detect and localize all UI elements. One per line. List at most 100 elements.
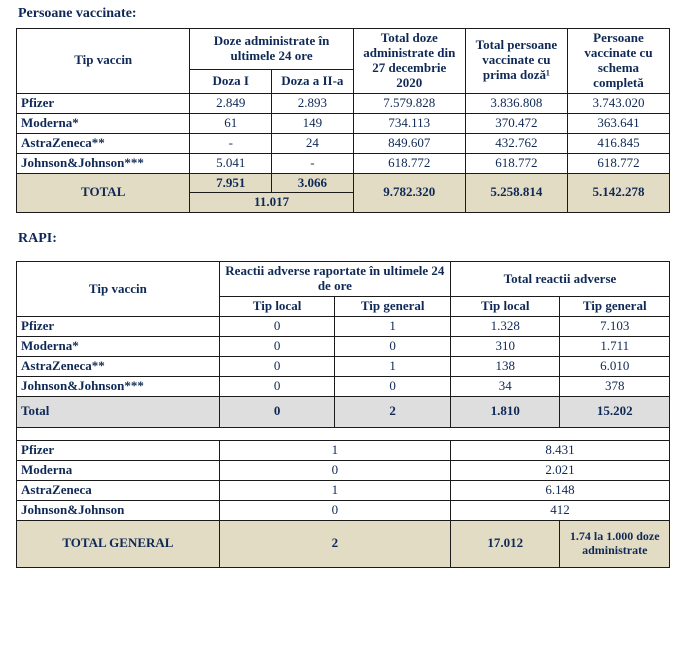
rapi-table: Tip vaccin Reactii adverse raportate în … — [16, 261, 670, 567]
t2-grand-total-row: TOTAL GENERAL 2 17.012 1.74 la 1.000 doz… — [17, 520, 670, 567]
t2-h-general-24h: Tip general — [335, 297, 451, 317]
t2-s0-ctot: 8.431 — [450, 440, 669, 460]
t1-r3-d2: - — [272, 153, 354, 173]
t2-r3-l24: 0 — [219, 377, 335, 397]
t1-r1-total: 734.113 — [353, 113, 465, 133]
t1-total-label: TOTAL — [17, 173, 190, 213]
t1-total-d2: 3.066 — [272, 173, 354, 193]
t1-r2-d2: 24 — [272, 133, 354, 153]
t2-r2-g24: 1 — [335, 357, 451, 377]
t1-h-vaccine-type: Tip vaccin — [17, 29, 190, 94]
t2-s1-name: Moderna — [17, 460, 220, 480]
t1-h-first-dose: Total persoane vaccinate cu prima doză¹ — [465, 29, 567, 94]
t1-r3-first: 618.772 — [465, 153, 567, 173]
t2-h-local-tot: Tip local — [450, 297, 560, 317]
t2-s1-c24: 0 — [219, 460, 450, 480]
t2-r1-ltot: 310 — [450, 337, 560, 357]
t1-r1-d1: 61 — [190, 113, 272, 133]
table-row: Johnson&Johnson*** 5.041 - 618.772 618.7… — [17, 153, 670, 173]
t2-r2-l24: 0 — [219, 357, 335, 377]
t2-r2-gtot: 6.010 — [560, 357, 670, 377]
table-row: Johnson&Johnson 0 412 — [17, 500, 670, 520]
t2-grand-ctot: 17.012 — [450, 520, 560, 567]
t2-r3-ltot: 34 — [450, 377, 560, 397]
t1-total-d1: 7.951 — [190, 173, 272, 193]
t1-r2-name: AstraZeneca** — [17, 133, 190, 153]
t1-h-dose2: Doza a II-a — [272, 70, 354, 94]
t1-h-complete: Persoane vaccinate cu schema completă — [567, 29, 669, 94]
t1-h-dose1: Doza I — [190, 70, 272, 94]
t2-subtotal-l24: 0 — [219, 396, 335, 427]
t1-r0-total: 7.579.828 — [353, 93, 465, 113]
t2-subtotal-row: Total 0 2 1.810 15.202 — [17, 396, 670, 427]
t1-r2-complete: 416.845 — [567, 133, 669, 153]
t1-total-row: TOTAL 7.951 3.066 9.782.320 5.258.814 5.… — [17, 173, 670, 193]
t1-total-first: 5.258.814 — [465, 173, 567, 213]
t2-r3-gtot: 378 — [560, 377, 670, 397]
t2-h-vaccine-type: Tip vaccin — [17, 262, 220, 317]
t2-r3-name: Johnson&Johnson*** — [17, 377, 220, 397]
t1-r1-first: 370.472 — [465, 113, 567, 133]
t2-h-adverse-24h: Reactii adverse raportate în ultimele 24… — [219, 262, 450, 297]
t1-r3-total: 618.772 — [353, 153, 465, 173]
t2-grand-label: TOTAL GENERAL — [17, 520, 220, 567]
table-row: AstraZeneca** 0 1 138 6.010 — [17, 357, 670, 377]
t2-r3-g24: 0 — [335, 377, 451, 397]
t2-r1-g24: 0 — [335, 337, 451, 357]
t2-spacer-row — [17, 427, 670, 440]
t1-r2-first: 432.762 — [465, 133, 567, 153]
t2-r0-g24: 1 — [335, 317, 451, 337]
t2-s3-c24: 0 — [219, 500, 450, 520]
t1-h-total-doses: Total doze administrate din 27 decembrie… — [353, 29, 465, 94]
t2-s3-name: Johnson&Johnson — [17, 500, 220, 520]
table-row: Pfizer 1 8.431 — [17, 440, 670, 460]
t2-r1-l24: 0 — [219, 337, 335, 357]
section2-title: RAPI: — [18, 231, 674, 247]
t1-r2-total: 849.607 — [353, 133, 465, 153]
t1-r2-d1: - — [190, 133, 272, 153]
vaccinated-table: Tip vaccin Doze administrate în ultimele… — [16, 28, 670, 213]
t2-grand-c24: 2 — [219, 520, 450, 567]
t1-r1-complete: 363.641 — [567, 113, 669, 133]
t1-r0-complete: 3.743.020 — [567, 93, 669, 113]
t2-subtotal-g24: 2 — [335, 396, 451, 427]
t2-s3-ctot: 412 — [450, 500, 669, 520]
t1-r3-d1: 5.041 — [190, 153, 272, 173]
t1-r0-d2: 2.893 — [272, 93, 354, 113]
t2-r0-ltot: 1.328 — [450, 317, 560, 337]
t2-subtotal-gtot: 15.202 — [560, 396, 670, 427]
t1-r0-name: Pfizer — [17, 93, 190, 113]
table-row: Moderna* 61 149 734.113 370.472 363.641 — [17, 113, 670, 133]
t2-r0-l24: 0 — [219, 317, 335, 337]
table-row: Pfizer 0 1 1.328 7.103 — [17, 317, 670, 337]
t2-s2-name: AstraZeneca — [17, 480, 220, 500]
t1-r0-first: 3.836.808 — [465, 93, 567, 113]
t2-r0-gtot: 7.103 — [560, 317, 670, 337]
t1-r1-name: Moderna* — [17, 113, 190, 133]
t2-r2-name: AstraZeneca** — [17, 357, 220, 377]
t2-s0-name: Pfizer — [17, 440, 220, 460]
table-row: Moderna 0 2.021 — [17, 460, 670, 480]
t2-s2-c24: 1 — [219, 480, 450, 500]
table-row: Pfizer 2.849 2.893 7.579.828 3.836.808 3… — [17, 93, 670, 113]
t2-r0-name: Pfizer — [17, 317, 220, 337]
t2-h-local-24h: Tip local — [219, 297, 335, 317]
t2-s2-ctot: 6.148 — [450, 480, 669, 500]
t1-r0-d1: 2.849 — [190, 93, 272, 113]
t1-r1-d2: 149 — [272, 113, 354, 133]
t2-subtotal-label: Total — [17, 396, 220, 427]
t2-s0-c24: 1 — [219, 440, 450, 460]
t1-r3-name: Johnson&Johnson*** — [17, 153, 190, 173]
t2-s1-ctot: 2.021 — [450, 460, 669, 480]
t1-total-complete: 5.142.278 — [567, 173, 669, 213]
t1-r3-complete: 618.772 — [567, 153, 669, 173]
table-row: AstraZeneca 1 6.148 — [17, 480, 670, 500]
t1-h-doses-24h: Doze administrate în ultimele 24 ore — [190, 29, 353, 70]
t1-total-dsum: 11.017 — [190, 193, 353, 213]
table-row: Moderna* 0 0 310 1.711 — [17, 337, 670, 357]
t2-r1-name: Moderna* — [17, 337, 220, 357]
table-row: AstraZeneca** - 24 849.607 432.762 416.8… — [17, 133, 670, 153]
t2-r1-gtot: 1.711 — [560, 337, 670, 357]
t2-grand-rate: 1.74 la 1.000 doze administrate — [560, 520, 670, 567]
t2-r2-ltot: 138 — [450, 357, 560, 377]
